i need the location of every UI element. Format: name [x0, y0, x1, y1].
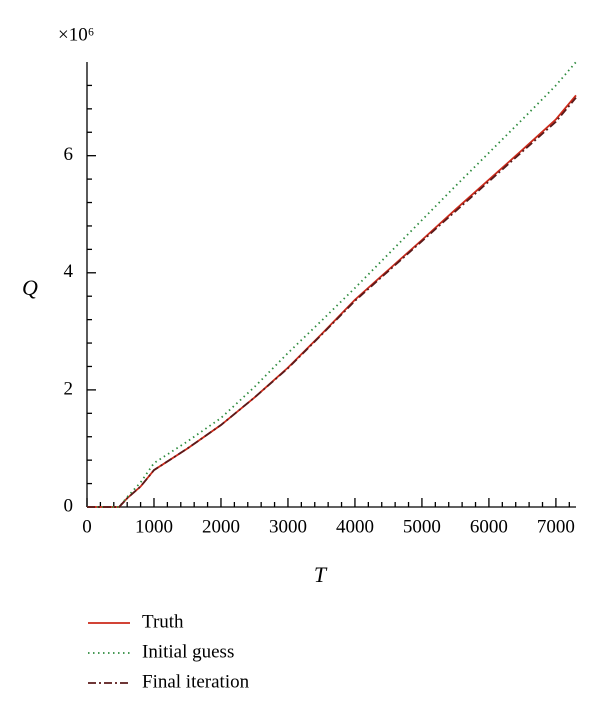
series-line	[87, 61, 577, 508]
x-tick-label: 7000	[537, 516, 575, 537]
x-tick-label: 6000	[470, 516, 508, 537]
series-line	[87, 97, 577, 508]
y-multiplier: ×10⁶	[58, 24, 94, 45]
legend-label: Final iteration	[142, 671, 250, 692]
x-tick-label: 4000	[336, 516, 374, 537]
x-tick-label: 3000	[269, 516, 307, 537]
x-tick-label: 0	[82, 516, 92, 537]
y-axis-label: Q	[22, 275, 38, 300]
x-tick-label: 2000	[202, 516, 240, 537]
y-tick-label: 4	[64, 261, 74, 282]
y-tick-label: 2	[64, 378, 74, 399]
legend-label: Truth	[142, 611, 184, 632]
y-tick-label: 0	[64, 495, 74, 516]
y-tick-label: 6	[64, 144, 74, 165]
x-tick-label: 1000	[135, 516, 173, 537]
x-tick-label: 5000	[403, 516, 441, 537]
legend-label: Initial guess	[142, 641, 234, 662]
series-line	[87, 94, 577, 508]
x-axis-label: T	[314, 562, 328, 587]
